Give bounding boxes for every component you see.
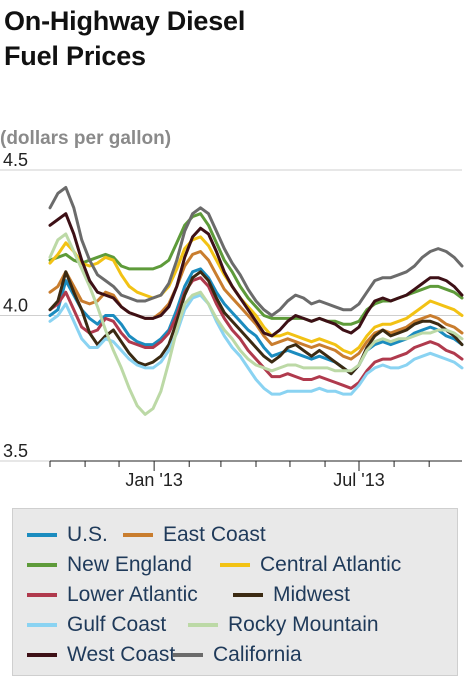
series-line-central-atlantic: [48, 235, 464, 355]
x-tick-label: Jul '13: [333, 470, 384, 490]
y-tick-label: 4.0: [3, 296, 28, 316]
legend-swatch: [27, 653, 57, 657]
x-tick-label: Jan '13: [125, 470, 182, 490]
chart-title-line-1: On-Highway Diesel: [4, 6, 246, 36]
legend-swatch: [233, 593, 263, 597]
axes: 4.5 4.0 3.5 Jan '13 Jul '13: [3, 150, 462, 490]
line-chart: 4.5 4.0 3.5 Jan '13 Jul '13: [0, 150, 464, 490]
legend-item: Gulf Coast: [27, 613, 166, 637]
legend-item: New England: [27, 553, 192, 577]
legend-swatch: [220, 563, 250, 567]
legend-item: Midwest: [233, 583, 350, 607]
chart-title-line-2: Fuel Prices: [4, 41, 146, 71]
legend-swatch: [27, 593, 57, 597]
series-line-lower-atlantic: [48, 276, 464, 390]
series-line-new-england: [48, 212, 464, 326]
y-tick-label: 3.5: [3, 441, 28, 461]
legend-label: East Coast: [163, 523, 266, 546]
legend-swatch: [27, 623, 57, 627]
legend-label: Central Atlantic: [260, 553, 402, 576]
legend-swatch: [188, 623, 218, 627]
legend-label: New England: [67, 553, 192, 576]
legend-label: Midwest: [273, 583, 351, 606]
legend-label: California: [213, 643, 302, 666]
chart-title: On-Highway Diesel Fuel Prices: [4, 4, 245, 74]
legend-item: U.S.: [27, 523, 108, 547]
series-line-u-s: [48, 267, 464, 376]
legend-item: Lower Atlantic: [27, 583, 198, 607]
unit-label: (dollars per gallon): [0, 128, 172, 149]
legend-label: Gulf Coast: [67, 613, 167, 636]
legend-swatch: [27, 563, 57, 567]
legend-swatch: [123, 533, 153, 537]
legend-label: Rocky Mountain: [228, 613, 379, 636]
legend: U.S. East Coast New England Central Atlanti…: [12, 508, 458, 676]
legend-item: Central Atlantic: [220, 553, 401, 577]
series-line-west-coast: [48, 212, 464, 338]
legend-label: Lower Atlantic: [67, 583, 198, 606]
legend-swatch: [173, 653, 203, 657]
series-line-california: [48, 186, 464, 317]
y-tick-label: 4.5: [3, 150, 28, 170]
legend-item: Rocky Mountain: [188, 613, 379, 637]
legend-item: East Coast: [123, 523, 266, 547]
series-line-rocky-mountain: [48, 232, 464, 416]
legend-swatch: [27, 533, 57, 537]
series-line-gulf-coast: [48, 293, 464, 396]
grid-lines: [0, 169, 462, 462]
legend-label: West Coast: [67, 643, 176, 666]
legend-label: U.S.: [67, 523, 108, 546]
series-line-midwest: [48, 270, 464, 376]
series-lines: [48, 186, 464, 416]
legend-item: West Coast: [27, 643, 175, 667]
legend-item: California: [173, 643, 302, 667]
